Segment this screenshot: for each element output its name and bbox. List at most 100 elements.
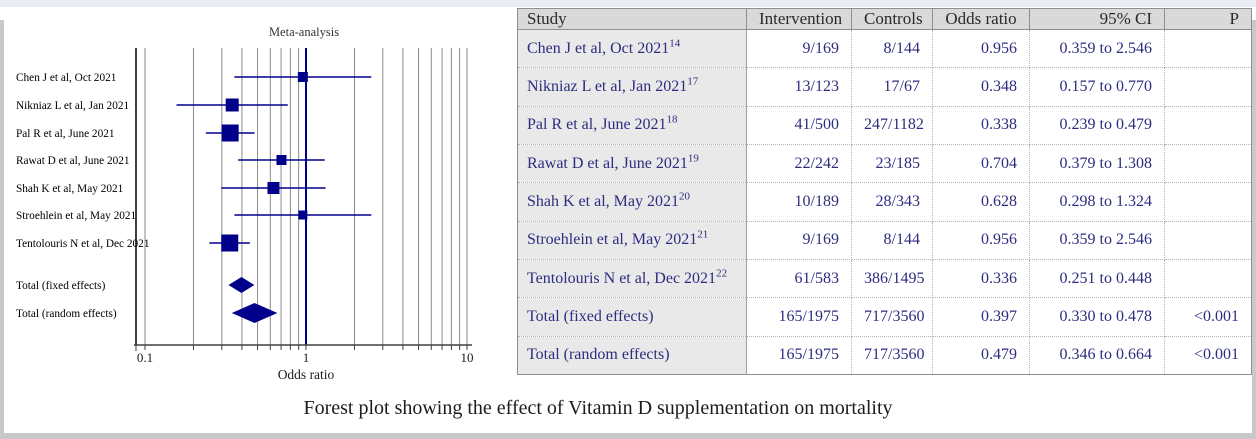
cell-controls: 717/3560 xyxy=(851,335,933,376)
forest-plot-panel: 0.1 1 10 Odds ratio Meta-analysis Chen J et a… xyxy=(0,0,516,396)
results-table: Study Intervention Controls Odds ratio 95% C… xyxy=(517,8,1252,376)
frame-top-strip xyxy=(0,0,1256,7)
plot-title: Meta-analysis xyxy=(269,25,339,39)
study-label: Pal R et al, June 2021 xyxy=(16,128,115,140)
cell-odds-ratio: 0.397 xyxy=(932,297,1030,337)
cell-intervention: 61/583 xyxy=(746,258,852,299)
cell-p: <0.001 xyxy=(1164,335,1252,376)
cell-controls: 17/67 xyxy=(851,67,933,107)
cell-p: <0.001 xyxy=(1164,297,1252,337)
cell-odds-ratio: 0.348 xyxy=(932,67,1030,107)
header-cell-study: Study xyxy=(517,8,747,30)
frame-left-strip xyxy=(0,20,4,439)
cell-study: Tentolouris N et al, Dec 202122 xyxy=(517,258,747,299)
header-cell-95-ci: 95% CI xyxy=(1029,8,1165,30)
study-marker xyxy=(276,155,287,165)
study-label: Total (random effects) xyxy=(16,308,117,320)
cell-ci: 0.359 to 2.546 xyxy=(1029,220,1165,260)
frame-right-strip xyxy=(1252,20,1256,439)
cell-study: Chen J et al, Oct 202114 xyxy=(517,28,747,69)
cell-controls: 8/144 xyxy=(851,220,933,260)
table-row: Rawat D et al, June 202119 22/242 23/185 0.… xyxy=(517,143,1252,184)
cell-ci: 0.239 to 0.479 xyxy=(1029,105,1165,145)
study-marker xyxy=(225,98,239,112)
cell-odds-ratio: 0.956 xyxy=(932,28,1030,69)
cell-p xyxy=(1164,258,1252,299)
cell-study: Pal R et al, June 202118 xyxy=(517,105,747,145)
cell-intervention: 10/189 xyxy=(746,182,852,222)
study-label: Chen J et al, Oct 2021 xyxy=(16,72,116,84)
table-row: Total (random effects) 165/1975 717/3560 0.… xyxy=(517,335,1252,376)
cell-study: Total (random effects) xyxy=(517,335,747,376)
cell-odds-ratio: 0.336 xyxy=(932,258,1030,299)
cell-p xyxy=(1164,105,1252,145)
cell-study: Nikniaz L et al, Jan 202117 xyxy=(517,67,747,107)
cell-odds-ratio: 0.704 xyxy=(932,143,1030,184)
cell-ci: 0.330 to 0.478 xyxy=(1029,297,1165,337)
cell-study: Shah K et al, May 202120 xyxy=(517,182,747,222)
cell-study: Total (fixed effects) xyxy=(517,297,747,337)
cell-ci: 0.359 to 2.546 xyxy=(1029,28,1165,69)
table-row: Stroehlein et al, May 202121 9/169 8/144 0.… xyxy=(517,220,1252,260)
cell-odds-ratio: 0.628 xyxy=(932,182,1030,222)
cell-odds-ratio: 0.479 xyxy=(932,335,1030,376)
study-label: Nikniaz L et al, Jan 2021 xyxy=(16,100,129,112)
cell-study: Stroehlein et al, May 202121 xyxy=(517,220,747,260)
cell-p xyxy=(1164,182,1252,222)
header-cell-controls: Controls xyxy=(851,8,933,30)
summary-diamond xyxy=(231,303,278,323)
table-header-row: Study Intervention Controls Odds ratio 95% C… xyxy=(517,8,1252,30)
cell-controls: 23/185 xyxy=(851,143,933,184)
x-axis-label: Odds ratio xyxy=(278,367,335,382)
cell-intervention: 165/1975 xyxy=(746,335,852,376)
x-tick-label: 1 xyxy=(303,350,310,365)
cell-p xyxy=(1164,143,1252,184)
study-label: Tentolouris N et al, Dec 2021 xyxy=(16,238,149,250)
cell-p xyxy=(1164,28,1252,69)
cell-ci: 0.298 to 1.324 xyxy=(1029,182,1165,222)
study-marker xyxy=(221,124,239,142)
study-marker xyxy=(267,182,280,194)
forest-plot: 0.1 1 10 Odds ratio Meta-analysis Chen J et a… xyxy=(16,25,474,382)
cell-intervention: 22/242 xyxy=(746,143,852,184)
table-row: Chen J et al, Oct 202114 9/169 8/144 0.956 0… xyxy=(517,28,1252,69)
cell-ci: 0.251 to 0.448 xyxy=(1029,258,1165,299)
cell-intervention: 41/500 xyxy=(746,105,852,145)
cell-controls: 386/1495 xyxy=(851,258,933,299)
header-cell-odds-ratio: Odds ratio xyxy=(932,8,1030,30)
cell-ci: 0.346 to 0.664 xyxy=(1029,335,1165,376)
cell-p xyxy=(1164,67,1252,107)
study-label: Shah K et al, May 2021 xyxy=(16,183,123,195)
cell-controls: 247/1182 xyxy=(851,105,933,145)
cell-p xyxy=(1164,220,1252,260)
study-label: Stroehlein et al, May 2021 xyxy=(16,210,136,222)
x-tick-label: 10 xyxy=(461,350,474,365)
cell-odds-ratio: 0.338 xyxy=(932,105,1030,145)
summary-diamond xyxy=(228,277,255,293)
cell-intervention: 9/169 xyxy=(746,220,852,260)
study-marker xyxy=(298,210,308,220)
cell-controls: 8/144 xyxy=(851,28,933,69)
cell-controls: 28/343 xyxy=(851,182,933,222)
x-tick-label: 0.1 xyxy=(137,350,153,365)
study-marker xyxy=(297,72,308,82)
cell-ci: 0.157 to 0.770 xyxy=(1029,67,1165,107)
cell-odds-ratio: 0.956 xyxy=(932,220,1030,260)
cell-intervention: 13/123 xyxy=(746,67,852,107)
header-cell-intervention: Intervention xyxy=(746,8,852,30)
header-cell-p: P xyxy=(1164,8,1252,30)
study-label: Total (fixed effects) xyxy=(16,280,106,292)
cell-intervention: 9/169 xyxy=(746,28,852,69)
table-row: Total (fixed effects) 165/1975 717/3560 0.3… xyxy=(517,297,1252,337)
table-row: Tentolouris N et al, Dec 202122 61/583 386… xyxy=(517,258,1252,299)
cell-ci: 0.379 to 1.308 xyxy=(1029,143,1165,184)
table-row: Shah K et al, May 202120 10/189 28/343 0.62… xyxy=(517,182,1252,222)
cell-intervention: 165/1975 xyxy=(746,297,852,337)
table-row: Pal R et al, June 202118 41/500 247/1182 0.… xyxy=(517,105,1252,145)
study-label: Rawat D et al, June 2021 xyxy=(16,155,130,167)
frame-bottom-strip xyxy=(0,433,1256,439)
cell-controls: 717/3560 xyxy=(851,297,933,337)
table-row: Nikniaz L et al, Jan 202117 13/123 17/67 0.… xyxy=(517,67,1252,107)
cell-study: Rawat D et al, June 202119 xyxy=(517,143,747,184)
